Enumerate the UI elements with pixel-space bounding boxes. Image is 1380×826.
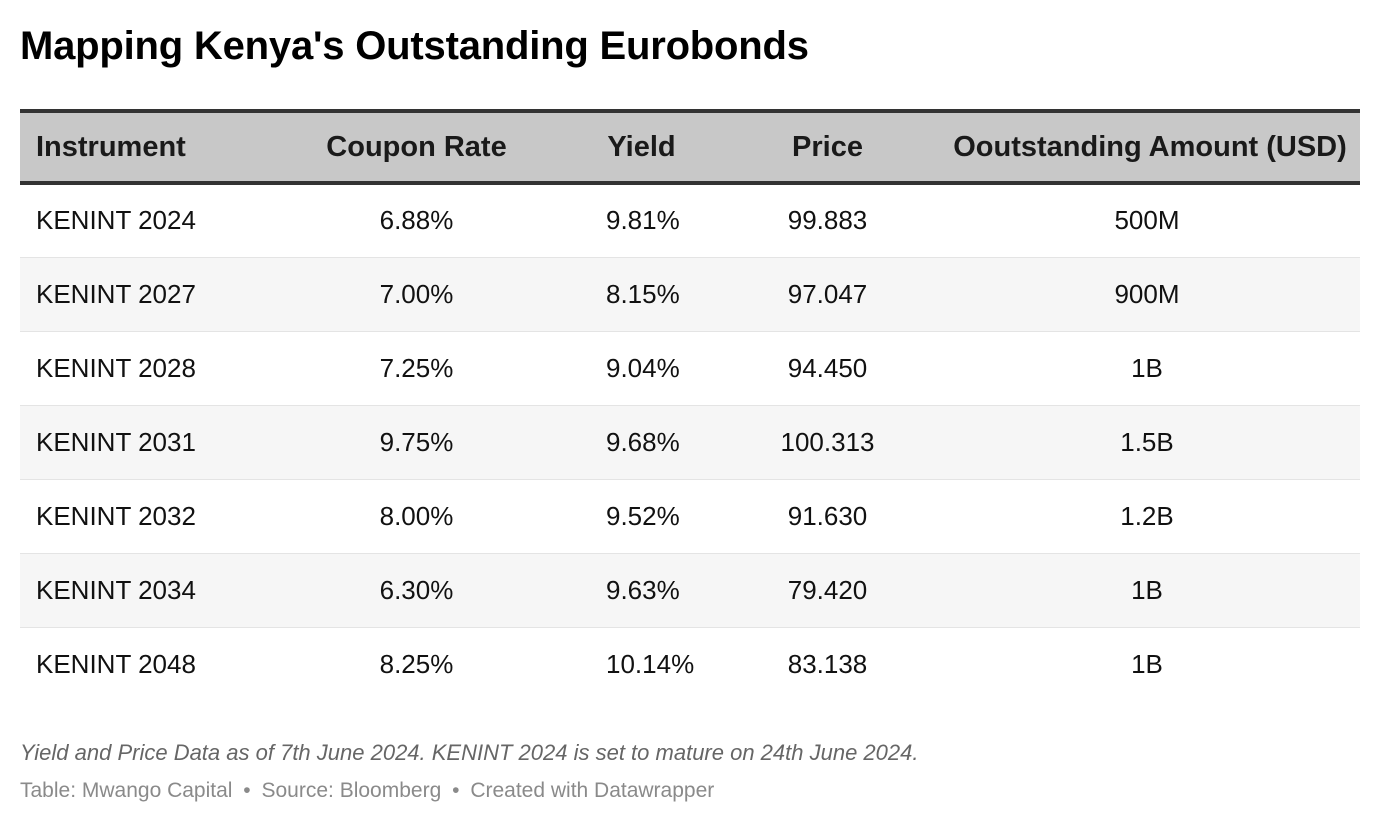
cell-outstanding-amount: 1.2B [940, 479, 1360, 554]
cell-outstanding-amount: 1B [940, 331, 1360, 406]
byline-separator: • [452, 779, 460, 802]
cell-outstanding-amount: 900M [940, 257, 1360, 332]
cell-outstanding-amount: 1B [940, 553, 1360, 628]
cell-coupon-rate: 7.00% [265, 257, 568, 332]
cell-outstanding-amount: 1.5B [940, 405, 1360, 480]
table-row: KENINT 2024 6.88% 9.81% 99.883 500M [20, 183, 1360, 258]
column-header-instrument: Instrument [20, 109, 265, 185]
table-row: KENINT 2032 8.00% 9.52% 91.630 1.2B [20, 479, 1360, 554]
table-row: KENINT 2028 7.25% 9.04% 94.450 1B [20, 331, 1360, 406]
eurobonds-table: Instrument Coupon Rate Yield Price Oouts… [20, 109, 1360, 701]
cell-instrument: KENINT 2048 [36, 648, 196, 679]
byline-table-credit: Table: Mwango Capital [20, 779, 233, 802]
cell-price: 97.047 [715, 257, 940, 332]
table-row: KENINT 2027 7.00% 8.15% 97.047 900M [20, 257, 1360, 332]
table-header-row: Instrument Coupon Rate Yield Price Oouts… [20, 109, 1360, 185]
cell-price: 83.138 [787, 648, 868, 679]
table-body: KENINT 2024 6.88% 9.81% 99.883 500M KENINT 20… [20, 183, 1360, 701]
cell-coupon-rate: 8.25% [379, 648, 454, 679]
column-header-price: Price [715, 109, 940, 185]
cell-price: 99.883 [715, 183, 940, 258]
chart-title: Mapping Kenya's Outstanding Eurobonds [20, 24, 809, 68]
cell-instrument: KENINT 2031 [20, 405, 265, 480]
table-note: Yield and Price Data as of 7th June 2024… [20, 740, 919, 765]
cell-yield: 9.63% [568, 553, 715, 628]
cell-yield: 9.81% [568, 183, 715, 258]
cell-instrument: KENINT 2032 [20, 479, 265, 554]
cell-instrument: KENINT 2027 [20, 257, 265, 332]
cell-coupon-rate: 6.30% [265, 553, 568, 628]
byline-source: Source: Bloomberg [261, 779, 442, 802]
cell-price: 79.420 [715, 553, 940, 628]
column-header-yield: Yield [568, 109, 715, 185]
cell-price: 100.313 [715, 405, 940, 480]
cell-coupon-rate: 9.75% [265, 405, 568, 480]
byline: Table: Mwango Capital • Source: Bloomber… [20, 779, 714, 803]
cell-instrument: KENINT 2024 [20, 183, 265, 258]
table-row: KENINT 2048 8.25% 10.14% 83.138 1B [20, 627, 1360, 701]
table-row: KENINT 2031 9.75% 9.68% 100.313 1.5B [20, 405, 1360, 480]
byline-created-with: Created with Datawrapper [470, 779, 715, 802]
column-header-outstanding-amount: Ooutstanding Amount (USD) [940, 109, 1360, 185]
cell-price: 94.450 [715, 331, 940, 406]
cell-yield: 9.52% [568, 479, 715, 554]
cell-yield: 10.14% [606, 648, 695, 679]
cell-instrument: KENINT 2028 [20, 331, 265, 406]
table-row: KENINT 2034 6.30% 9.63% 79.420 1B [20, 553, 1360, 628]
cell-price: 91.630 [715, 479, 940, 554]
byline-separator: • [243, 779, 251, 802]
cell-yield: 8.15% [568, 257, 715, 332]
cell-coupon-rate: 8.00% [265, 479, 568, 554]
cell-outstanding-amount: 500M [940, 183, 1360, 258]
cell-instrument: KENINT 2034 [20, 553, 265, 628]
cell-yield: 9.04% [568, 331, 715, 406]
column-header-coupon-rate: Coupon Rate [265, 109, 568, 185]
cell-coupon-rate: 7.25% [265, 331, 568, 406]
data-table-container: Instrument Coupon Rate Yield Price Oouts… [20, 109, 1360, 701]
cell-outstanding-amount: 1B [1131, 648, 1163, 679]
cell-coupon-rate: 6.88% [265, 183, 568, 258]
cell-yield: 9.68% [568, 405, 715, 480]
